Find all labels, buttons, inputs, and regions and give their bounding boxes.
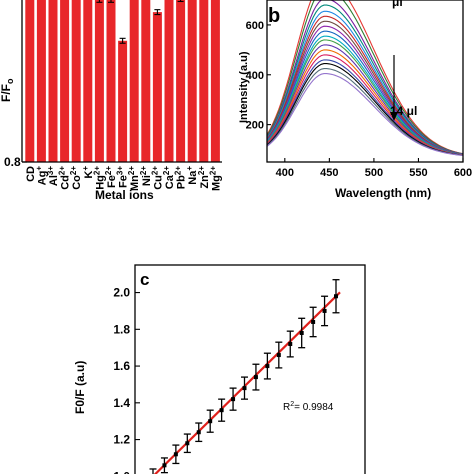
panel-a-ylabel: F/Fo bbox=[0, 78, 15, 102]
ytick-label: 200 bbox=[246, 120, 264, 132]
category-label: Na+ bbox=[185, 166, 199, 185]
panel-c-ticks: 1.0 1.2 1.4 1.6 1.8 2.0 bbox=[113, 286, 140, 474]
bar bbox=[118, 40, 128, 162]
bar bbox=[164, 0, 174, 163]
svg-text:Intensity (a.u): Intensity (a.u) bbox=[238, 51, 250, 123]
ytick-label: 600 bbox=[246, 20, 264, 32]
category-label: Fe3+ bbox=[116, 166, 130, 188]
data-point bbox=[288, 342, 293, 347]
panel-c: 1.0 1.2 1.4 1.6 1.8 2.0 c F0/F (a.u) R2= 0.99… bbox=[73, 264, 366, 474]
data-point bbox=[231, 397, 236, 402]
panel-a-category-labels: CD Ag+Al3+Cd2+Co2+ K+Hg2+Fe2+Fe3+Mn2+Ni2+C… bbox=[25, 166, 223, 191]
data-point bbox=[219, 408, 224, 413]
bar bbox=[187, 0, 197, 163]
data-point bbox=[322, 308, 327, 313]
data-point bbox=[334, 294, 338, 299]
panel-b-ylabel: Intensity (a.u) bbox=[238, 51, 250, 123]
xtick-label: 600 bbox=[454, 167, 472, 179]
panel-c-frame bbox=[134, 264, 366, 474]
category-label: Mn2+ bbox=[127, 166, 141, 191]
bar bbox=[83, 0, 93, 163]
panel-a-ylabel-sub: o bbox=[5, 78, 15, 84]
data-point bbox=[208, 419, 213, 424]
ytick-label: 2.0 bbox=[113, 286, 130, 300]
panel-a-bars bbox=[25, 0, 220, 163]
xtick-label: 450 bbox=[320, 167, 338, 179]
category-label: K+ bbox=[81, 166, 95, 179]
panel-c-ylabel: F0/F (a.u) bbox=[73, 361, 87, 414]
data-point bbox=[162, 463, 167, 468]
ytick-label: 1.4 bbox=[113, 396, 130, 410]
bar bbox=[106, 0, 116, 163]
category-label: Fe2+ bbox=[104, 166, 118, 188]
bar bbox=[199, 0, 209, 163]
category-label: Zn2+ bbox=[197, 166, 211, 189]
panel-a: CD Ag+Al3+Cd2+Co2+ K+Hg2+Fe2+Fe3+Mn2+Ni2+C… bbox=[0, 0, 222, 202]
xtick-label: 500 bbox=[365, 167, 383, 179]
category-label: Pb2+ bbox=[174, 166, 188, 190]
panel-b-label: b bbox=[268, 5, 280, 27]
bar bbox=[94, 0, 104, 163]
bar bbox=[60, 0, 70, 163]
panel-b-ticks: 400 450 500 550 600 200 400 600 bbox=[246, 20, 473, 179]
ytick-label: 1.6 bbox=[113, 359, 130, 373]
panel-b-xlabel: Wavelength (nm) bbox=[335, 186, 431, 200]
category-label: Ag+ bbox=[34, 166, 48, 186]
data-point bbox=[299, 330, 304, 335]
data-point bbox=[242, 386, 247, 391]
panel-b-annotation-bottom: 14 μl bbox=[390, 104, 417, 118]
category-label: Hg2+ bbox=[92, 166, 106, 190]
bar bbox=[176, 0, 186, 163]
bar bbox=[210, 0, 220, 163]
panel-a-xlabel: Metal ions bbox=[95, 188, 154, 202]
category-label: CD bbox=[25, 166, 37, 182]
bar bbox=[141, 0, 151, 163]
panel-a-ylabel-main: F/F bbox=[0, 84, 13, 102]
panel-b-annotation-top: μl bbox=[392, 0, 403, 9]
ytick-label: 1.2 bbox=[113, 433, 130, 447]
panel-b-curve-group bbox=[267, 0, 463, 156]
spectrum-curve bbox=[267, 0, 463, 155]
data-point bbox=[265, 364, 270, 369]
category-label: Cd2+ bbox=[58, 166, 72, 190]
ytick-label: 1.8 bbox=[113, 322, 130, 336]
panel-c-r2: R2= 0.9984 bbox=[283, 401, 334, 413]
bar bbox=[48, 0, 58, 163]
ytick-label: 1.0 bbox=[113, 469, 130, 474]
category-label: Co2+ bbox=[69, 166, 83, 190]
data-point bbox=[311, 319, 316, 324]
category-label: Cu2+ bbox=[150, 166, 164, 190]
category-label: Al3+ bbox=[46, 166, 60, 186]
panel-b: 400 450 500 550 600 200 400 600 b Wavelength (n… bbox=[238, 0, 472, 200]
panel-b-arrowhead bbox=[390, 112, 398, 121]
bar bbox=[25, 0, 35, 163]
panel-c-label: c bbox=[140, 270, 149, 289]
data-point bbox=[196, 430, 201, 435]
panel-a-ytick-label: 0.8 bbox=[4, 155, 21, 169]
data-point bbox=[185, 441, 190, 446]
data-point bbox=[253, 375, 258, 380]
spectrum-curve bbox=[267, 73, 463, 156]
panel-b-spectra bbox=[267, 0, 463, 156]
bar bbox=[152, 12, 162, 162]
bar bbox=[71, 0, 81, 163]
svg-text:F/Fo: F/Fo bbox=[0, 78, 15, 102]
category-label: Mg2+ bbox=[208, 166, 222, 191]
category-label: Ni2+ bbox=[139, 166, 153, 186]
panel-c-points bbox=[149, 279, 340, 474]
category-label: Ca2+ bbox=[162, 166, 176, 190]
panel-b-frame bbox=[266, 0, 464, 163]
bar bbox=[129, 0, 139, 163]
svg-text:F0/F (a.u): F0/F (a.u) bbox=[73, 361, 87, 414]
xtick-label: 400 bbox=[276, 167, 294, 179]
data-point bbox=[173, 452, 178, 457]
data-point bbox=[276, 353, 281, 358]
bar bbox=[36, 0, 46, 163]
xtick-label: 550 bbox=[409, 167, 427, 179]
spectrum-curve bbox=[267, 0, 463, 155]
ytick-label: 400 bbox=[246, 70, 264, 82]
